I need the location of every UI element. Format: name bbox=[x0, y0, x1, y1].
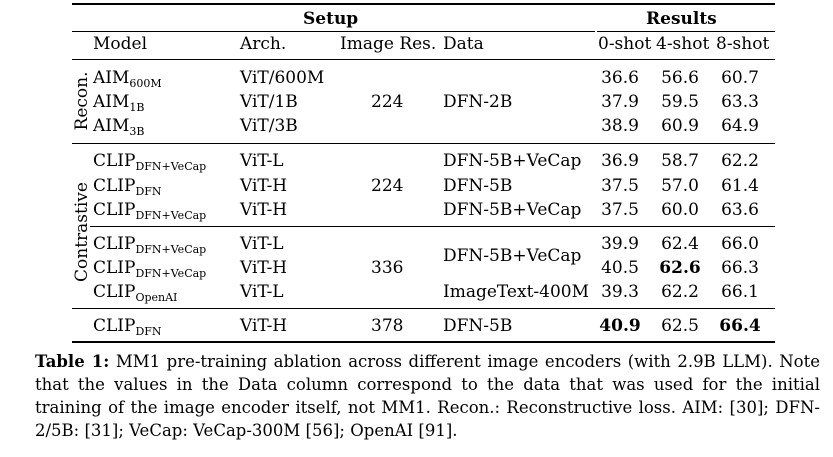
table-row-8shot: 66.1 bbox=[721, 282, 759, 302]
bottom-rule bbox=[72, 341, 775, 343]
table-row-model: CLIPDFN+VeCap bbox=[93, 258, 207, 280]
table-row-arch: ViT-H bbox=[240, 176, 288, 196]
table-row-8shot: 63.3 bbox=[721, 92, 759, 112]
table-row-4shot: 62.5 bbox=[661, 316, 699, 336]
header-results: Results bbox=[646, 9, 717, 29]
table-row-res: 224 bbox=[371, 92, 404, 112]
table-row-0shot: 36.6 bbox=[601, 68, 639, 88]
table-row-arch: ViT/3B bbox=[240, 116, 298, 136]
table-row-data: DFN-5B+VeCap bbox=[443, 151, 582, 171]
table-row-arch: ViT-L bbox=[240, 151, 284, 171]
results-underline bbox=[597, 31, 775, 32]
table-row-4shot: 57.0 bbox=[661, 176, 699, 196]
block-rule bbox=[72, 143, 775, 144]
table-row-8shot: 66.4 bbox=[719, 316, 761, 336]
table-row-4shot: 60.9 bbox=[661, 116, 699, 136]
col-image-res: Image Res. bbox=[340, 34, 437, 54]
table-row-model: AIM600M bbox=[93, 68, 162, 90]
table-row-data: DFN-5B bbox=[443, 316, 513, 336]
table-row-0shot: 39.3 bbox=[601, 282, 639, 302]
col-arch: Arch. bbox=[240, 34, 287, 54]
table-row-arch: ViT-H bbox=[240, 258, 288, 278]
table-row-8shot: 62.2 bbox=[721, 151, 759, 171]
table-row-8shot: 63.6 bbox=[721, 200, 759, 220]
table-row-4shot: 56.6 bbox=[661, 68, 699, 88]
table-row-0shot: 40.5 bbox=[601, 258, 639, 278]
table-row-model: CLIPDFN+VeCap bbox=[93, 151, 207, 173]
table-row-0shot: 37.5 bbox=[601, 200, 639, 220]
col-0shot: 0-shot bbox=[598, 34, 652, 54]
table-row-4shot: 58.7 bbox=[661, 151, 699, 171]
col-data: Data bbox=[443, 34, 484, 54]
header-rule bbox=[72, 59, 775, 60]
table-row-4shot: 59.5 bbox=[661, 92, 699, 112]
table-row-8shot: 64.9 bbox=[721, 116, 759, 136]
table-row-arch: ViT-H bbox=[240, 316, 288, 336]
table-row-res: 378 bbox=[371, 316, 404, 336]
block-rule bbox=[72, 308, 775, 309]
table-row-0shot: 36.9 bbox=[601, 151, 639, 171]
caption-text: MM1 pre-training ablation across differe… bbox=[35, 352, 820, 440]
table-row-0shot: 37.5 bbox=[601, 176, 639, 196]
table-row-8shot: 66.3 bbox=[721, 258, 759, 278]
col-4shot: 4-shot bbox=[656, 34, 710, 54]
table-row-res: 224 bbox=[371, 176, 404, 196]
table-row-model: CLIPOpenAI bbox=[93, 282, 178, 304]
table-row-0shot: 38.9 bbox=[601, 116, 639, 136]
table-row-4shot: 62.2 bbox=[661, 282, 699, 302]
header-setup: Setup bbox=[303, 9, 359, 29]
table-row-4shot: 62.6 bbox=[659, 258, 701, 278]
group-label-contrastive: Contrastive bbox=[72, 182, 92, 282]
table-row-model: CLIPDFN bbox=[93, 176, 162, 198]
group-label-recon: Recon. bbox=[72, 71, 92, 131]
table-row-model: AIM1B bbox=[93, 92, 145, 114]
col-model: Model bbox=[93, 34, 148, 54]
table-row-0shot: 40.9 bbox=[599, 316, 641, 336]
table-row-arch: ViT-L bbox=[240, 234, 284, 254]
table-row-model: CLIPDFN+VeCap bbox=[93, 234, 207, 256]
table-row-arch: ViT-H bbox=[240, 200, 288, 220]
table-caption: Table 1: MM1 pre-training ablation acros… bbox=[35, 350, 820, 442]
block-rule bbox=[90, 226, 775, 227]
table-row-data: ImageText-400M bbox=[443, 282, 590, 302]
top-rule bbox=[72, 3, 775, 5]
col-8shot: 8-shot bbox=[716, 34, 770, 54]
table-row-8shot: 61.4 bbox=[721, 176, 759, 196]
table-row-model: CLIPDFN bbox=[93, 316, 162, 338]
caption-label: Table 1: bbox=[35, 352, 110, 371]
table-row-data: DFN-5B+VeCap bbox=[443, 246, 582, 266]
table-row-0shot: 39.9 bbox=[601, 234, 639, 254]
table-row-arch: ViT-L bbox=[240, 282, 284, 302]
table-row-res: 336 bbox=[371, 258, 404, 278]
table-row-4shot: 60.0 bbox=[661, 200, 699, 220]
table-row-model: AIM3B bbox=[93, 116, 145, 138]
table-row-data: DFN-2B bbox=[443, 92, 513, 112]
table-row-8shot: 60.7 bbox=[721, 68, 759, 88]
setup-underline bbox=[72, 31, 595, 32]
table-row-4shot: 62.4 bbox=[661, 234, 699, 254]
table-row-arch: ViT/1B bbox=[240, 92, 298, 112]
table-row-model: CLIPDFN+VeCap bbox=[93, 200, 207, 222]
table-row-data: DFN-5B bbox=[443, 176, 513, 196]
table-row-0shot: 37.9 bbox=[601, 92, 639, 112]
table-row-data: DFN-5B+VeCap bbox=[443, 200, 582, 220]
table-row-8shot: 66.0 bbox=[721, 234, 759, 254]
table-row-arch: ViT/600M bbox=[240, 68, 325, 88]
